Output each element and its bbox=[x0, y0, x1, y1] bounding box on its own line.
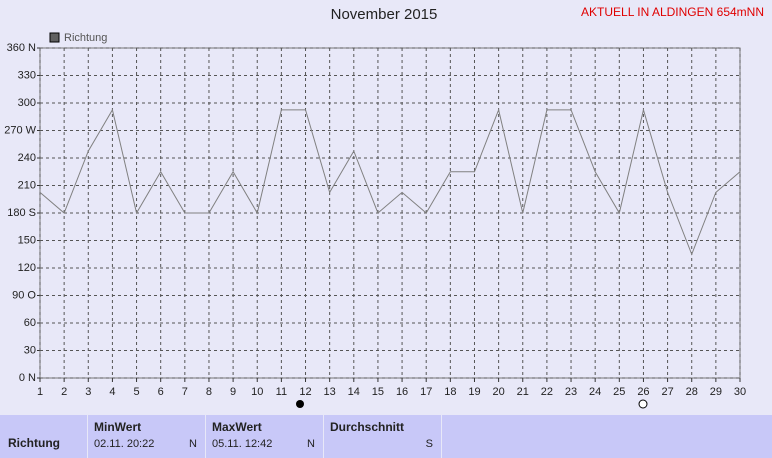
x-tick-label: 13 bbox=[324, 386, 336, 398]
x-tick-label: 26 bbox=[637, 386, 649, 398]
cell-text: S bbox=[426, 438, 433, 450]
row-label: Richtung bbox=[8, 436, 60, 450]
cell-text: 05.11. 12:42 bbox=[212, 438, 272, 450]
x-tick-label: 4 bbox=[109, 386, 115, 398]
cell-text: 02.11. 20:22 bbox=[94, 438, 154, 450]
y-tick-label: 30 bbox=[24, 344, 36, 356]
y-tick-label: 90 O bbox=[12, 289, 36, 301]
y-tick-label: 150 bbox=[18, 234, 36, 246]
chart-title: November 2015 bbox=[331, 6, 438, 23]
x-tick-label: 30 bbox=[734, 386, 746, 398]
x-tick-label: 28 bbox=[686, 386, 698, 398]
x-tick-label: 18 bbox=[444, 386, 456, 398]
x-tick-label: 24 bbox=[589, 386, 601, 398]
x-tick-label: 10 bbox=[251, 386, 263, 398]
x-tick-label: 5 bbox=[133, 386, 139, 398]
legend-swatch bbox=[49, 32, 60, 43]
cell-text: N bbox=[307, 438, 315, 450]
y-tick-label: 240 bbox=[18, 152, 36, 164]
y-tick-label: 180 S bbox=[7, 207, 36, 219]
y-tick-label: 120 bbox=[18, 262, 36, 274]
x-tick-label: 22 bbox=[541, 386, 553, 398]
x-tick-label: 8 bbox=[206, 386, 212, 398]
y-tick-label: 270 W bbox=[4, 124, 36, 136]
x-tick-label: 23 bbox=[565, 386, 577, 398]
x-tick-label: 2 bbox=[61, 386, 67, 398]
cell-text: N bbox=[189, 438, 197, 450]
x-tick-label: 3 bbox=[85, 386, 91, 398]
x-tick-label: 21 bbox=[517, 386, 529, 398]
header: MaxWert bbox=[212, 420, 262, 434]
y-tick-label: 0 N bbox=[19, 372, 36, 384]
data-line bbox=[39, 107, 741, 256]
cell bbox=[88, 415, 205, 458]
y-tick-label: 360 N bbox=[7, 42, 36, 54]
x-tick-label: 14 bbox=[348, 386, 360, 398]
x-tick-label: 12 bbox=[299, 386, 311, 398]
cell bbox=[0, 415, 87, 458]
x-tick-label: 1 bbox=[37, 386, 43, 398]
x-tick-label: 9 bbox=[230, 386, 236, 398]
y-tick-label: 330 bbox=[18, 69, 36, 81]
cell bbox=[206, 415, 323, 458]
x-tick-label: 17 bbox=[420, 386, 432, 398]
y-tick-label: 60 bbox=[24, 317, 36, 329]
y-tick-label: 210 bbox=[18, 179, 36, 191]
x-tick-label: 11 bbox=[276, 386, 287, 398]
moon-icon bbox=[638, 399, 648, 409]
header: Durchschnitt bbox=[330, 420, 404, 434]
moon-icon bbox=[296, 400, 304, 408]
x-tick-label: 6 bbox=[158, 386, 164, 398]
legend-label: Richtung bbox=[64, 32, 107, 44]
x-tick-label: 7 bbox=[182, 386, 188, 398]
header: MinWert bbox=[94, 420, 141, 434]
stats-table: Richtung MinWert MaxWert Durchschnitt 02… bbox=[0, 415, 772, 458]
x-tick-label: 15 bbox=[372, 386, 384, 398]
x-tick-label: 29 bbox=[710, 386, 722, 398]
cell bbox=[442, 415, 772, 458]
cell bbox=[324, 415, 441, 458]
x-tick-label: 25 bbox=[613, 386, 625, 398]
x-tick-label: 19 bbox=[468, 386, 480, 398]
y-tick-label: 300 bbox=[18, 97, 36, 109]
x-tick-label: 16 bbox=[396, 386, 408, 398]
subtitle: AKTUELL IN ALDINGEN 654mNN bbox=[581, 5, 764, 19]
x-tick-label: 20 bbox=[492, 386, 504, 398]
x-tick-label: 27 bbox=[661, 386, 673, 398]
